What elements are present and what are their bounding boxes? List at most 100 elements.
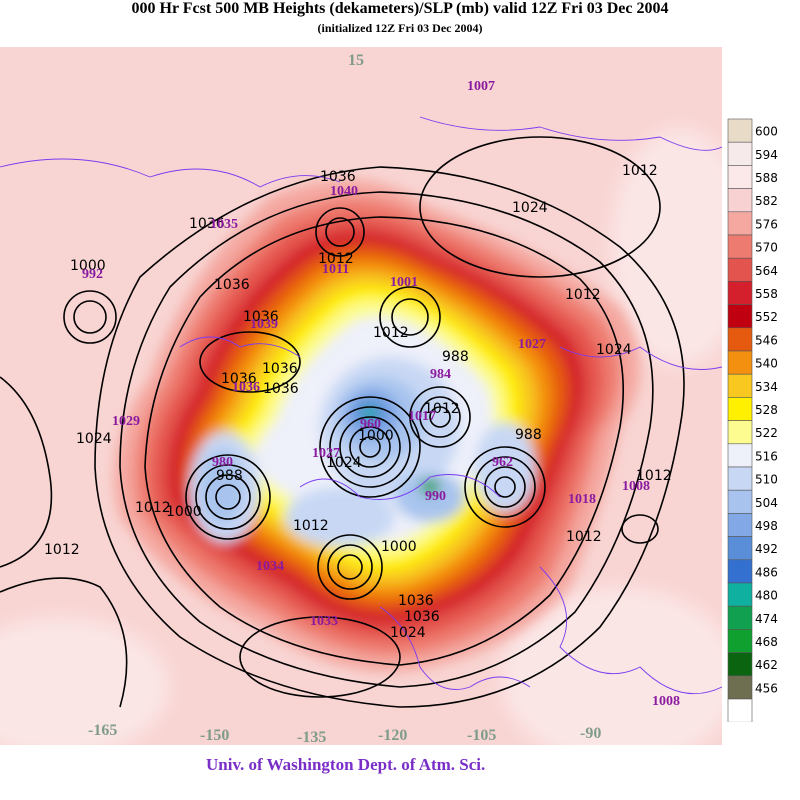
colorbar-swatch xyxy=(727,327,753,352)
slp-contours xyxy=(0,136,685,708)
slp-contour-label: 1024 xyxy=(390,625,426,641)
colorbar-swatch xyxy=(727,489,753,514)
pressure-center-label: 1027 xyxy=(518,337,546,352)
height-field xyxy=(114,179,641,672)
slp-contour-label: 1024 xyxy=(512,200,548,216)
longitude-label: -120 xyxy=(378,727,407,744)
map-subtitle: (initialized 12Z Fri 03 Dec 2004) xyxy=(317,21,483,35)
longitude-label: -105 xyxy=(467,727,496,744)
colorbar-swatch xyxy=(727,536,753,561)
slp-contour-label: 1024 xyxy=(596,342,632,358)
colorbar-label: 564 xyxy=(755,264,778,278)
slp-contour-label: 1036 xyxy=(398,593,434,609)
colorbar-swatch xyxy=(727,559,753,584)
pressure-center-label: 1018 xyxy=(568,492,596,507)
pressure-center-label: 1033 xyxy=(310,614,338,629)
colorbar-label: 462 xyxy=(755,658,778,672)
colorbar-swatch xyxy=(727,675,753,700)
height-label-layer: 1012102410361036100010361012103610121012… xyxy=(44,163,672,641)
colorbar-legend: 600 594 588 582 576 570 564 558 552 546 540 534 528 5… xyxy=(727,118,778,722)
colorbar-label: 456 xyxy=(755,681,778,695)
slp-contour-label: 1036 xyxy=(262,361,298,377)
pressure-center-label: 1040 xyxy=(330,184,358,199)
pressure-center-label: 1036 xyxy=(232,380,260,395)
colorbar-label: 576 xyxy=(755,217,778,231)
colorbar-swatch xyxy=(727,443,753,468)
colorbar-swatch xyxy=(727,188,753,213)
pressure-center-label: 980 xyxy=(212,455,233,470)
pressure-center-label: 1001 xyxy=(390,275,418,290)
colorbar-swatch xyxy=(727,141,753,166)
colorbar-label: 540 xyxy=(755,357,778,371)
slp-contour-label: 1012 xyxy=(636,468,672,484)
pressure-center-label: 1034 xyxy=(256,559,284,574)
slp-contour-label: 988 xyxy=(442,349,469,365)
colorbar-label: 594 xyxy=(755,148,778,162)
colorbar-label: 498 xyxy=(755,519,778,533)
colorbar-label: 552 xyxy=(755,310,778,324)
colorbar-swatch xyxy=(727,582,753,607)
slp-contour-label: 1012 xyxy=(293,518,329,534)
pressure-center-label: 1017 xyxy=(408,409,436,424)
credit-text: Univ. of Washington Dept. of Atm. Sci. xyxy=(206,755,486,774)
slp-contour-label: 988 xyxy=(515,427,542,443)
colorbar-swatch xyxy=(727,652,753,677)
slp-contour-label: 1000 xyxy=(70,258,106,274)
colorbar-swatch xyxy=(727,234,753,259)
colorbar-label: 528 xyxy=(755,403,778,417)
pressure-center-label: 1011 xyxy=(322,262,349,277)
slp-contour-label: 1012 xyxy=(424,401,460,417)
colorbar-swatch xyxy=(727,605,753,630)
slp-contour-label: 1036 xyxy=(320,169,356,185)
colorbar-swatch xyxy=(727,513,753,537)
longitude-label: -90 xyxy=(580,725,601,742)
colorbar-swatch xyxy=(727,350,753,375)
colorbar-swatch xyxy=(727,698,753,722)
warm-region xyxy=(610,127,722,367)
colorbar-label: 582 xyxy=(755,194,778,208)
pressure-center-label: 1007 xyxy=(467,79,495,94)
pressure-center-label: 960 xyxy=(360,417,381,432)
colorbar-swatch xyxy=(727,304,753,329)
colorbar-swatch xyxy=(727,629,753,653)
slp-contour-label: 1000 xyxy=(166,504,202,520)
longitude-label: -135 xyxy=(297,729,326,745)
pressure-center-label: 1027 xyxy=(312,446,340,461)
longitude-label: -165 xyxy=(88,722,117,739)
colorbar-label: 474 xyxy=(755,612,778,626)
slp-contour-label: 1012 xyxy=(622,163,658,179)
slp-contour-label: 1012 xyxy=(565,287,601,303)
colorbar-swatch xyxy=(727,373,753,398)
colorbar-swatch xyxy=(727,420,753,445)
longitude-label: 15 xyxy=(348,52,364,69)
slp-contour-label: 1036 xyxy=(214,277,250,293)
colorbar-label: 570 xyxy=(755,241,778,255)
slp-contour-label: 1012 xyxy=(44,542,80,558)
pressure-center-label: 962 xyxy=(492,455,513,470)
warm-region xyxy=(0,617,170,745)
colorbar-label: 486 xyxy=(755,565,778,579)
colorbar-label: 546 xyxy=(755,333,778,347)
colorbar-label: 468 xyxy=(755,635,778,649)
slp-contour-label: 1036 xyxy=(404,609,440,625)
pressure-center-label: 1008 xyxy=(652,694,680,709)
colorbar-label: 588 xyxy=(755,171,778,185)
colorbar-swatch xyxy=(727,466,753,491)
colorbar-swatch xyxy=(727,118,753,143)
slp-contour-label: 1036 xyxy=(243,309,279,325)
colorbar-label: 516 xyxy=(755,449,778,463)
colorbar-label: 510 xyxy=(755,473,778,487)
slp-contour-label: 1012 xyxy=(566,529,602,545)
colorbar-swatch xyxy=(727,165,753,189)
slp-contour-label: 1000 xyxy=(381,539,417,555)
pressure-center-label: 1008 xyxy=(622,479,650,494)
colorbar-label: 534 xyxy=(755,380,778,394)
slp-contour-label: 1012 xyxy=(373,325,409,341)
slp-contour-label: 1012 xyxy=(135,500,171,516)
pressure-center-label: 992 xyxy=(82,267,103,282)
map-title: 000 Hr Fcst 500 MB Heights (dekameters)/… xyxy=(131,0,669,17)
colorbar-label: 558 xyxy=(755,287,778,301)
coastlines xyxy=(0,116,722,695)
warm-region xyxy=(500,587,722,745)
slp-contour-label: 1024 xyxy=(76,431,112,447)
